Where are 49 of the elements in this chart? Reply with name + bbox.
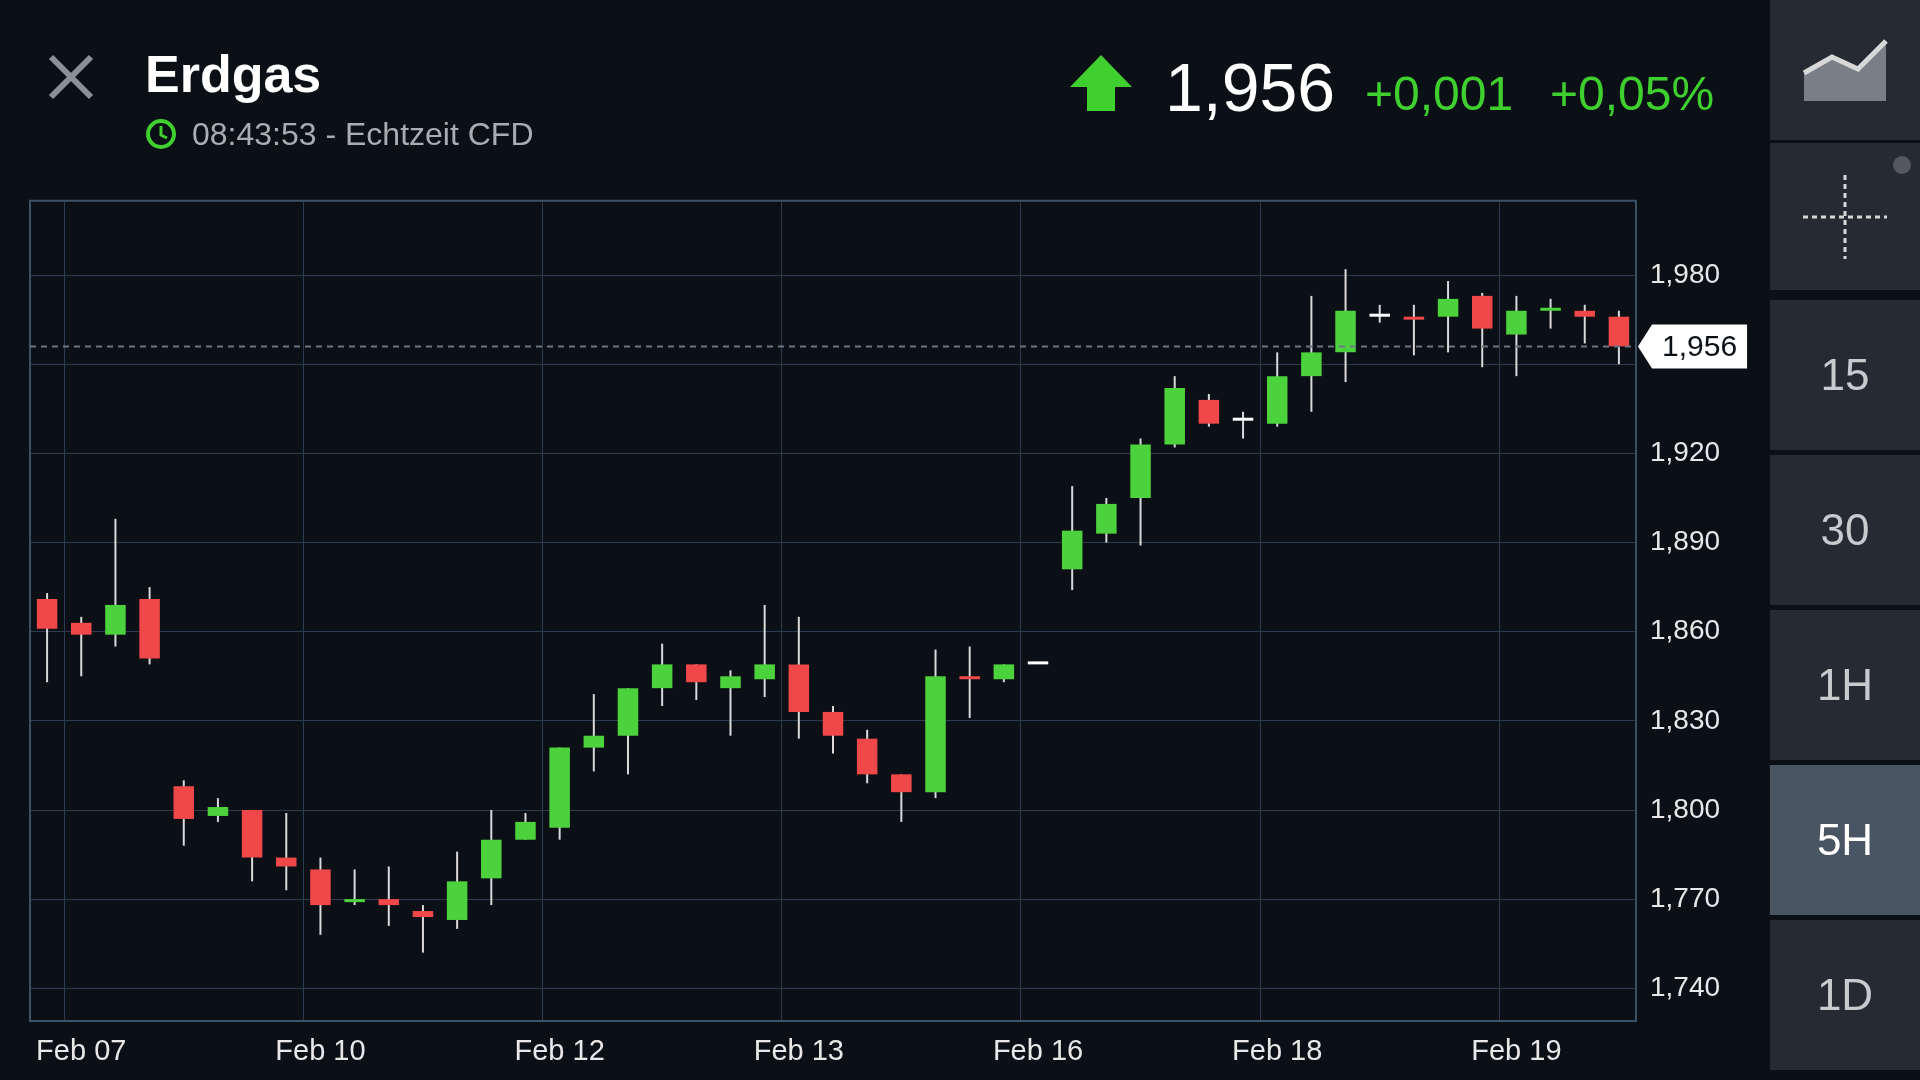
x-tick-label: Feb 13 <box>753 1034 844 1067</box>
y-tick-label: 1,860 <box>1650 614 1721 646</box>
ref-line-label: 1,956 <box>1662 328 1738 362</box>
candlestick <box>720 669 741 737</box>
candlestick <box>1437 280 1459 354</box>
candlestick <box>1540 297 1561 330</box>
y-tick-label: 1,980 <box>1650 257 1721 289</box>
candlestick <box>71 615 92 678</box>
x-tick-label: Feb 19 <box>1471 1034 1562 1067</box>
y-tick-label: 1,920 <box>1650 436 1721 468</box>
text: 5H <box>1770 765 1920 915</box>
text: 1H <box>1770 610 1920 760</box>
candlestick <box>754 603 775 699</box>
candlestick <box>276 811 297 892</box>
candlestick <box>207 797 229 823</box>
text: +0,05% <box>1550 66 1715 121</box>
candlestick <box>1198 392 1220 428</box>
candlestick <box>651 642 673 707</box>
y-tick-label: 1,890 <box>1650 525 1721 557</box>
candlestick <box>412 904 434 954</box>
y-tick-label: 1,770 <box>1650 881 1721 913</box>
x-tick-label: Feb 18 <box>1232 1034 1323 1067</box>
candlestick <box>583 693 605 773</box>
candlestick <box>378 865 400 927</box>
text: 30 <box>1770 455 1920 605</box>
candlestick <box>822 705 844 755</box>
candlestick <box>1574 303 1595 345</box>
candlestick <box>959 645 980 719</box>
text: +0,001 <box>1365 66 1514 121</box>
text: 1,956 <box>1165 48 1336 126</box>
candlestick <box>891 773 912 823</box>
chart-title: Erdgas <box>145 44 322 104</box>
x-tick-label: Feb 12 <box>514 1034 605 1067</box>
candlestick <box>1232 410 1254 440</box>
x-tick-label: Feb 16 <box>992 1034 1084 1067</box>
candlestick <box>344 868 365 907</box>
candlestick <box>515 811 536 841</box>
y-tick-label: 1,740 <box>1650 971 1721 1003</box>
y-tick-label: 1,830 <box>1650 703 1721 735</box>
x-tick-label: Feb 10 <box>275 1034 366 1067</box>
x-tick-label: Feb 07 <box>36 1034 127 1067</box>
text: 1D <box>1770 920 1920 1070</box>
text: 15 <box>1770 300 1920 450</box>
candlestick <box>1301 294 1322 413</box>
y-tick-label: 1,800 <box>1650 792 1721 824</box>
candlestick <box>1403 303 1425 357</box>
chart-subtitle: 08:43:53 - Echtzeit CFD <box>192 116 534 153</box>
candlestick <box>1506 294 1527 378</box>
candlestick <box>686 663 707 702</box>
